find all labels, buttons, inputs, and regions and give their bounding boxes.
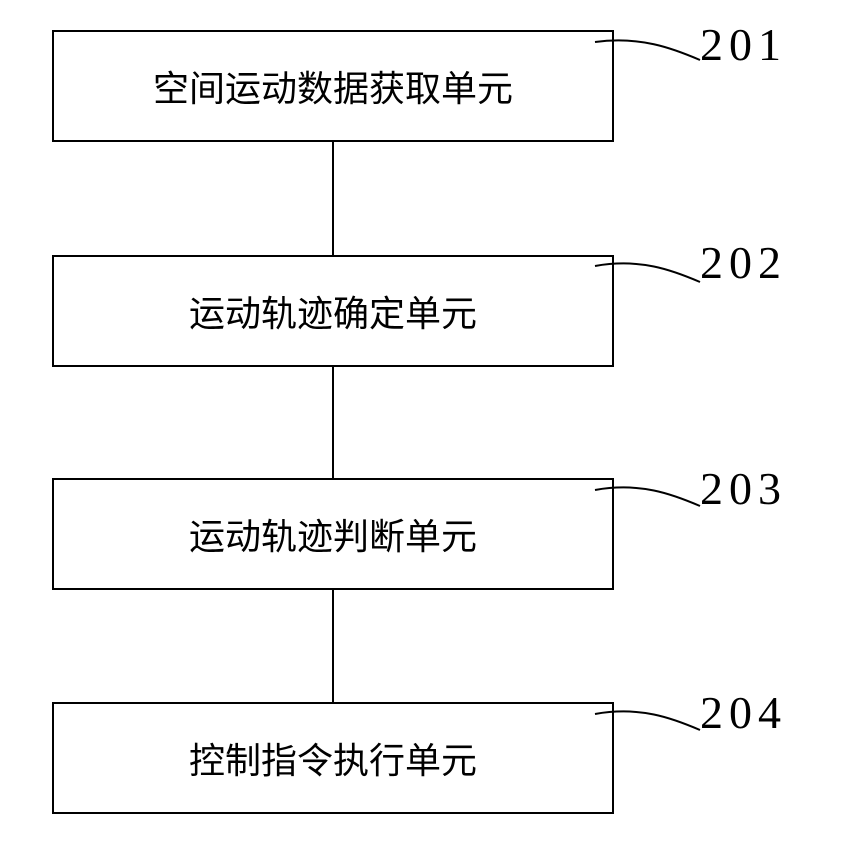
node-label-3: 203 <box>700 462 787 515</box>
diagram-canvas: 空间运动数据获取单元 运动轨迹确定单元 运动轨迹判断单元 控制指令执行单元 20… <box>0 0 843 854</box>
node-label-4: 204 <box>700 686 787 739</box>
node-label-1: 201 <box>700 18 787 71</box>
node-label-2: 202 <box>700 236 787 289</box>
